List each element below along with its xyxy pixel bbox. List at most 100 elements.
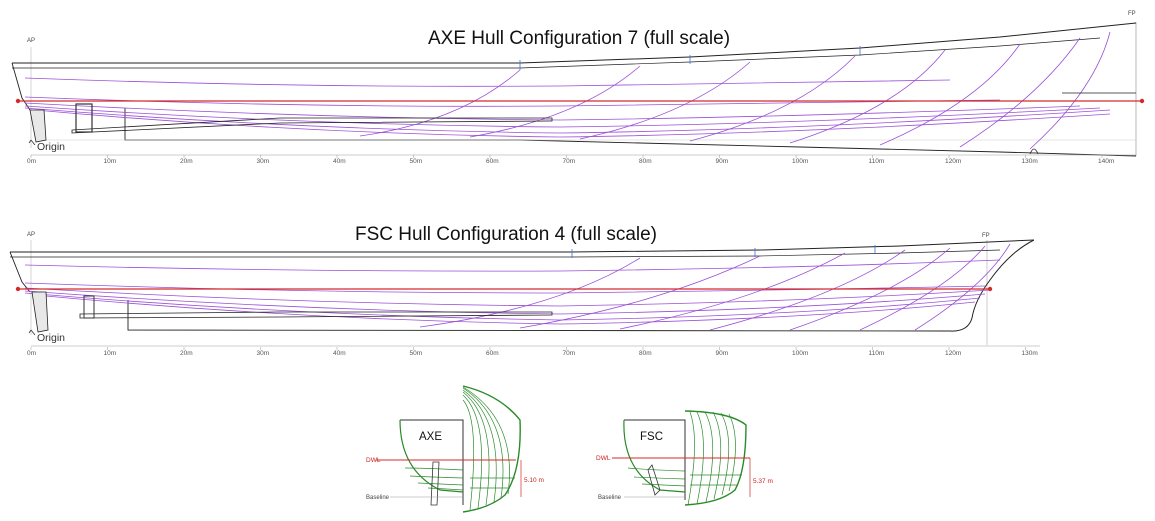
axe-title: AXE Hull Configuration 7 (full scale) (428, 28, 730, 49)
fsc-profile: FSC Hull Configuration 4 (full scale) AP… (9, 224, 1040, 357)
fsc-section-line (641, 483, 686, 487)
axe-tick-label: 50m (410, 158, 423, 165)
axe-tick-label: 10m (104, 158, 117, 165)
axe-section-line (427, 487, 464, 491)
axe-tick-label: 80m (639, 158, 652, 165)
axe-section-aft-curve (399, 419, 464, 493)
fsc-tick-label: 130m (1022, 350, 1038, 357)
fsc-ap-label: AP (27, 232, 35, 238)
fsc-station-curve (519, 255, 761, 329)
fsc-station-curve (914, 243, 1011, 331)
axe-tick-label: 120m (945, 158, 961, 165)
axe-tick-label: 60m (486, 158, 499, 165)
fsc-tick-label: 80m (639, 350, 652, 357)
fsc-station-curve (619, 252, 846, 330)
fsc-section-line (687, 411, 695, 506)
axe-keel-line (124, 108, 1137, 157)
axe-dwl-marker (15, 98, 21, 104)
fsc-fp-label: FP (982, 233, 990, 239)
fsc-station-curve (709, 249, 906, 331)
fsc-section-line (720, 412, 730, 496)
axe-section-label: AXE (419, 431, 442, 443)
axe-shaft-bracket (75, 103, 93, 133)
axe-section-line (462, 387, 504, 499)
axe-tick-labels: 0m 10m 20m 30m 40m 50m 60m 70m 80m 90m 100m 110m 120… (27, 155, 1114, 165)
axe-waterline (24, 102, 1081, 121)
axe-section-outline (400, 419, 464, 505)
fsc-waterline (24, 292, 981, 321)
axe-tick-label: 130m (1022, 158, 1038, 165)
axe-tick-label: 20m (180, 158, 193, 165)
axe-tick-label: 100m (792, 158, 808, 165)
fsc-section-label: FSC (640, 431, 663, 443)
fsc-tick-label: 70m (563, 350, 576, 357)
axe-station-curve (959, 37, 1081, 148)
axe-tick-label: 0m (27, 158, 36, 165)
axe-station-curve (1029, 31, 1111, 150)
fsc-tick-label: 0m (27, 350, 36, 357)
axe-tick-label: 70m (563, 158, 576, 165)
fsc-section-outline (624, 419, 686, 500)
fsc-waterline (24, 287, 991, 307)
fsc-tick-label: 90m (716, 350, 729, 357)
axe-origin-label: Origin (37, 141, 65, 153)
axe-section-line (462, 391, 490, 506)
fsc-tick-label: 100m (792, 350, 808, 357)
axe-station-curve (789, 49, 946, 144)
axe-origin-marker (28, 139, 36, 146)
fsc-section-line (728, 413, 736, 492)
fsc-origin-label: Origin (37, 332, 65, 344)
fsc-dwl-label: DWL (596, 455, 611, 462)
fsc-tick-label: 20m (180, 350, 193, 357)
fsc-waterline (24, 282, 986, 294)
axe-station-curve (359, 69, 521, 137)
fsc-shaft-bracket (83, 295, 95, 319)
fsc-section-line (696, 411, 704, 505)
fsc-draft-label: 5.37 m (753, 478, 773, 485)
axe-section-line (409, 475, 464, 479)
fsc-tick-label: 30m (257, 350, 270, 357)
axe-shaft (71, 117, 553, 134)
axe-body-plan: AXE DWL Baseline 5.10 m (366, 385, 544, 513)
fsc-section-line (712, 411, 722, 500)
axe-tick-label: 40m (333, 158, 346, 165)
axe-waterline (24, 107, 1111, 134)
fsc-bow (949, 239, 1035, 332)
axe-waterline (24, 96, 1001, 107)
fsc-body-plan: FSC DWL Baseline 5.37 m (596, 410, 773, 506)
fsc-station-curve (789, 247, 951, 331)
axe-dwl-label: DWL (366, 457, 381, 464)
fsc-stern (9, 251, 31, 293)
fsc-section-fwd-curve (684, 410, 747, 506)
axe-appendage (430, 461, 440, 506)
axe-dwl-marker (1139, 98, 1145, 104)
fsc-keel-line (127, 300, 951, 332)
fsc-tick-label: 50m (410, 350, 423, 357)
fsc-appendage (647, 464, 661, 496)
axe-tick-label: 90m (716, 158, 729, 165)
fsc-shaft (79, 311, 553, 319)
axe-rudder (29, 109, 47, 143)
axe-waterline (34, 109, 1111, 138)
fsc-tick-label: 60m (486, 350, 499, 357)
fsc-baseline-label: Baseline (598, 495, 622, 501)
axe-draft-label: 5.10 m (524, 477, 544, 484)
axe-section-fwd-curve (462, 385, 521, 513)
axe-tick-label: 30m (257, 158, 270, 165)
fsc-section-aft-curve (623, 419, 686, 493)
fsc-section-line (633, 476, 686, 480)
axe-tick-label: 110m (869, 158, 885, 165)
fsc-tick-label: 110m (869, 350, 885, 357)
fsc-waterline (34, 294, 976, 325)
axe-ap-label: AP (27, 38, 35, 44)
axe-section-line (462, 389, 497, 503)
axe-station-curve (579, 61, 751, 140)
fsc-station-curve (859, 245, 986, 331)
fsc-title: FSC Hull Configuration 4 (full scale) (355, 224, 657, 245)
axe-station-curve (689, 55, 856, 142)
fsc-origin-marker (28, 329, 36, 336)
fsc-section-line (704, 411, 714, 503)
fsc-station-curve (419, 257, 641, 328)
fsc-tick-label: 10m (104, 350, 117, 357)
